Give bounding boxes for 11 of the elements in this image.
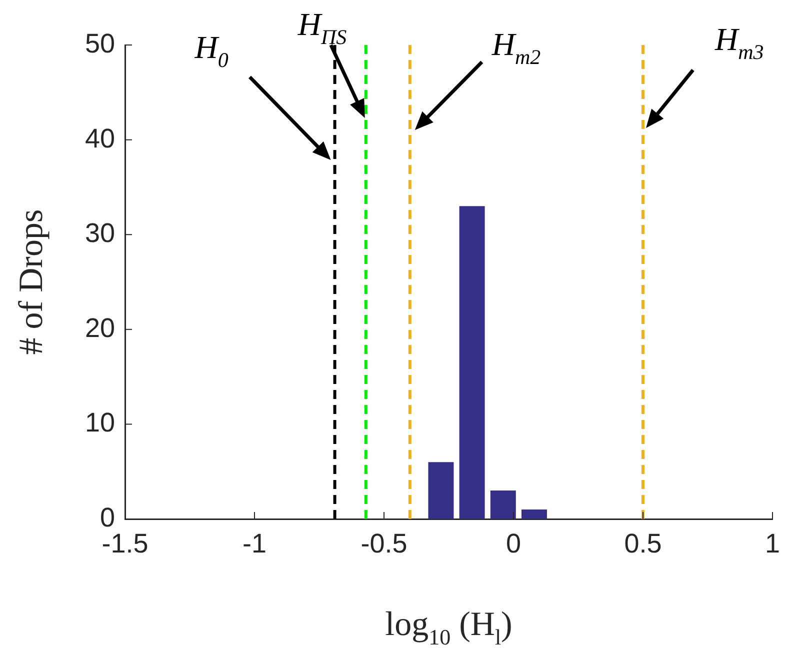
x-tick-label: 0.5 bbox=[624, 528, 662, 559]
y-tick-label: 20 bbox=[84, 312, 115, 343]
y-tick-label: 40 bbox=[84, 123, 115, 154]
y-tick-label: 10 bbox=[84, 408, 115, 438]
x-tick-label: 1 bbox=[764, 528, 780, 559]
x-tick-label: 0 bbox=[506, 528, 522, 559]
x-tick-label: -0.5 bbox=[360, 528, 408, 559]
y-tick-label: 30 bbox=[84, 218, 115, 248]
x-tick-label: -1 bbox=[242, 528, 267, 559]
y-axis-title: # of Drops bbox=[13, 209, 50, 355]
y-tick-label: 50 bbox=[84, 28, 115, 58]
